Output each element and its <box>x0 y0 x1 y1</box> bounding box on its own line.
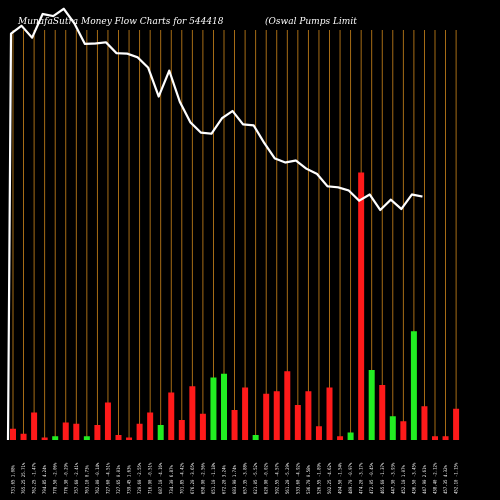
x-tick-label: 739.45 1.63% <box>127 465 132 494</box>
x-tick-label: 757.60 -2.41% <box>74 462 79 494</box>
x-tick-label: 657.35 -3.88% <box>243 462 248 494</box>
x-tick-label: 727.65 0.01% <box>116 465 121 494</box>
volume-bar <box>115 435 122 440</box>
x-tick-label: 794.85 4.24% <box>42 465 47 494</box>
volume-bar <box>73 423 80 440</box>
gridlines <box>12 30 457 440</box>
x-tick-label: 436.50 -3.45% <box>411 462 416 494</box>
volume-bar <box>421 406 428 440</box>
x-tick-label: 494.50 -1.54% <box>338 462 343 494</box>
volume-bar <box>432 436 438 440</box>
volume-bar <box>210 377 217 440</box>
x-tick-label: 716.90 -0.51% <box>148 462 153 494</box>
x-tick-label: 620.90 -0.02% <box>264 462 269 494</box>
volume-bar <box>231 410 238 440</box>
volume-bar <box>326 387 333 440</box>
price-line <box>6 7 423 441</box>
volume-bar <box>453 408 460 440</box>
x-tick-label: 465.60 -1.37% <box>380 462 385 494</box>
volume-bar <box>273 391 280 440</box>
volume-bar <box>62 422 69 440</box>
volume-bar <box>41 437 48 440</box>
x-tick-label: 658.90 -2.56% <box>200 462 205 494</box>
volume-bar <box>368 370 375 440</box>
chart-subtitle: (Oswal Pumps Limit <box>265 16 357 27</box>
volume-bars <box>10 172 460 440</box>
x-tick-label: 621.05 -5.52% <box>253 462 258 494</box>
x-tick-label: 727.60 -4.51% <box>105 462 110 494</box>
volume-bar <box>20 433 27 440</box>
volume-bar <box>294 405 301 440</box>
x-tick-label: 457.35 4.32% <box>443 465 448 494</box>
volume-bar <box>178 420 185 440</box>
x-tick-label: 533.60 -4.92% <box>295 462 300 494</box>
volume-bar <box>305 391 312 440</box>
x-tick-label: 762.25 -1.47% <box>32 462 37 494</box>
volume-bar <box>389 416 396 440</box>
x-tick-label: 474.20 -3.17% <box>359 462 364 494</box>
volume-bar <box>358 172 365 440</box>
volume-bar <box>284 371 291 440</box>
volume-bar <box>10 428 16 440</box>
x-tick-label: 592.55 -4.57% <box>274 462 279 494</box>
volume-bar <box>337 436 344 440</box>
volume-bar <box>104 402 111 440</box>
volume-bar <box>221 373 227 440</box>
volume-bar <box>168 392 175 440</box>
volume-bar <box>199 413 206 440</box>
volume-bar <box>347 432 354 440</box>
x-tick-label: 489.70 -0.97% <box>348 462 353 494</box>
x-tick-label: 447.30 -3.93% <box>390 462 395 494</box>
volume-bar <box>410 331 417 440</box>
volume-bar <box>52 436 59 440</box>
x-tick-label: 502.25 -4.62% <box>327 462 332 494</box>
x-tick-labels: 731.65 1.08% 765.25 25.71% 762.25 -1.47% 79… <box>11 462 459 494</box>
x-tick-label: 536.70 0.58% <box>306 465 311 494</box>
x-tick-label: 762.00 -0.14% <box>95 462 100 494</box>
x-tick-label: 472.05 -0.45% <box>369 462 374 494</box>
volume-bar <box>189 386 196 440</box>
volume-bar <box>400 421 407 440</box>
x-tick-label: 452.10 1.07% <box>401 465 406 494</box>
x-tick-label: 683.90 1.74% <box>232 465 237 494</box>
x-tick-label: 734.30 6.87% <box>169 465 174 494</box>
volume-bar <box>94 425 101 440</box>
volume-bar <box>157 425 164 440</box>
x-tick-label: 438.40 -2.12% <box>433 462 438 494</box>
x-tick-label: 651.10 -1.18% <box>211 462 216 494</box>
volume-bar <box>136 423 143 440</box>
volume-bar <box>442 436 449 440</box>
volume-bar <box>83 436 90 440</box>
x-tick-label: 776.30 -0.29% <box>63 462 68 494</box>
x-tick-label: 672.20 3.24% <box>222 465 227 494</box>
volume-bar <box>242 387 249 440</box>
volume-bar <box>379 385 386 440</box>
volume-bar <box>315 426 322 440</box>
x-tick-label: 720.60 -2.55% <box>137 462 142 494</box>
x-tick-label: 687.10 -4.16% <box>158 462 163 494</box>
volume-bar <box>147 412 154 440</box>
x-tick-label: 731.65 1.08% <box>11 465 16 494</box>
x-tick-label: 561.20 -5.29% <box>285 462 290 494</box>
volume-bar <box>126 437 133 440</box>
x-tick-label: 778.50 -2.06% <box>53 462 58 494</box>
volume-bar <box>263 393 270 440</box>
x-tick-label: 765.25 25.71% <box>21 462 26 494</box>
x-tick-label: 447.90 2.61% <box>422 465 427 494</box>
x-tick-label: 676.20 -3.65% <box>190 462 195 494</box>
x-tick-label: 452.10 -1.15% <box>454 462 459 494</box>
volume-bar <box>31 412 38 440</box>
x-tick-label: 526.55 -1.89% <box>316 462 321 494</box>
x-tick-label: 701.85 -4.42% <box>179 462 184 494</box>
x-tick-label: 763.10 0.73% <box>84 465 89 494</box>
volume-bar <box>252 435 259 440</box>
chart-title: MunafaSutra Money Flow Charts for 544418 <box>17 17 224 27</box>
